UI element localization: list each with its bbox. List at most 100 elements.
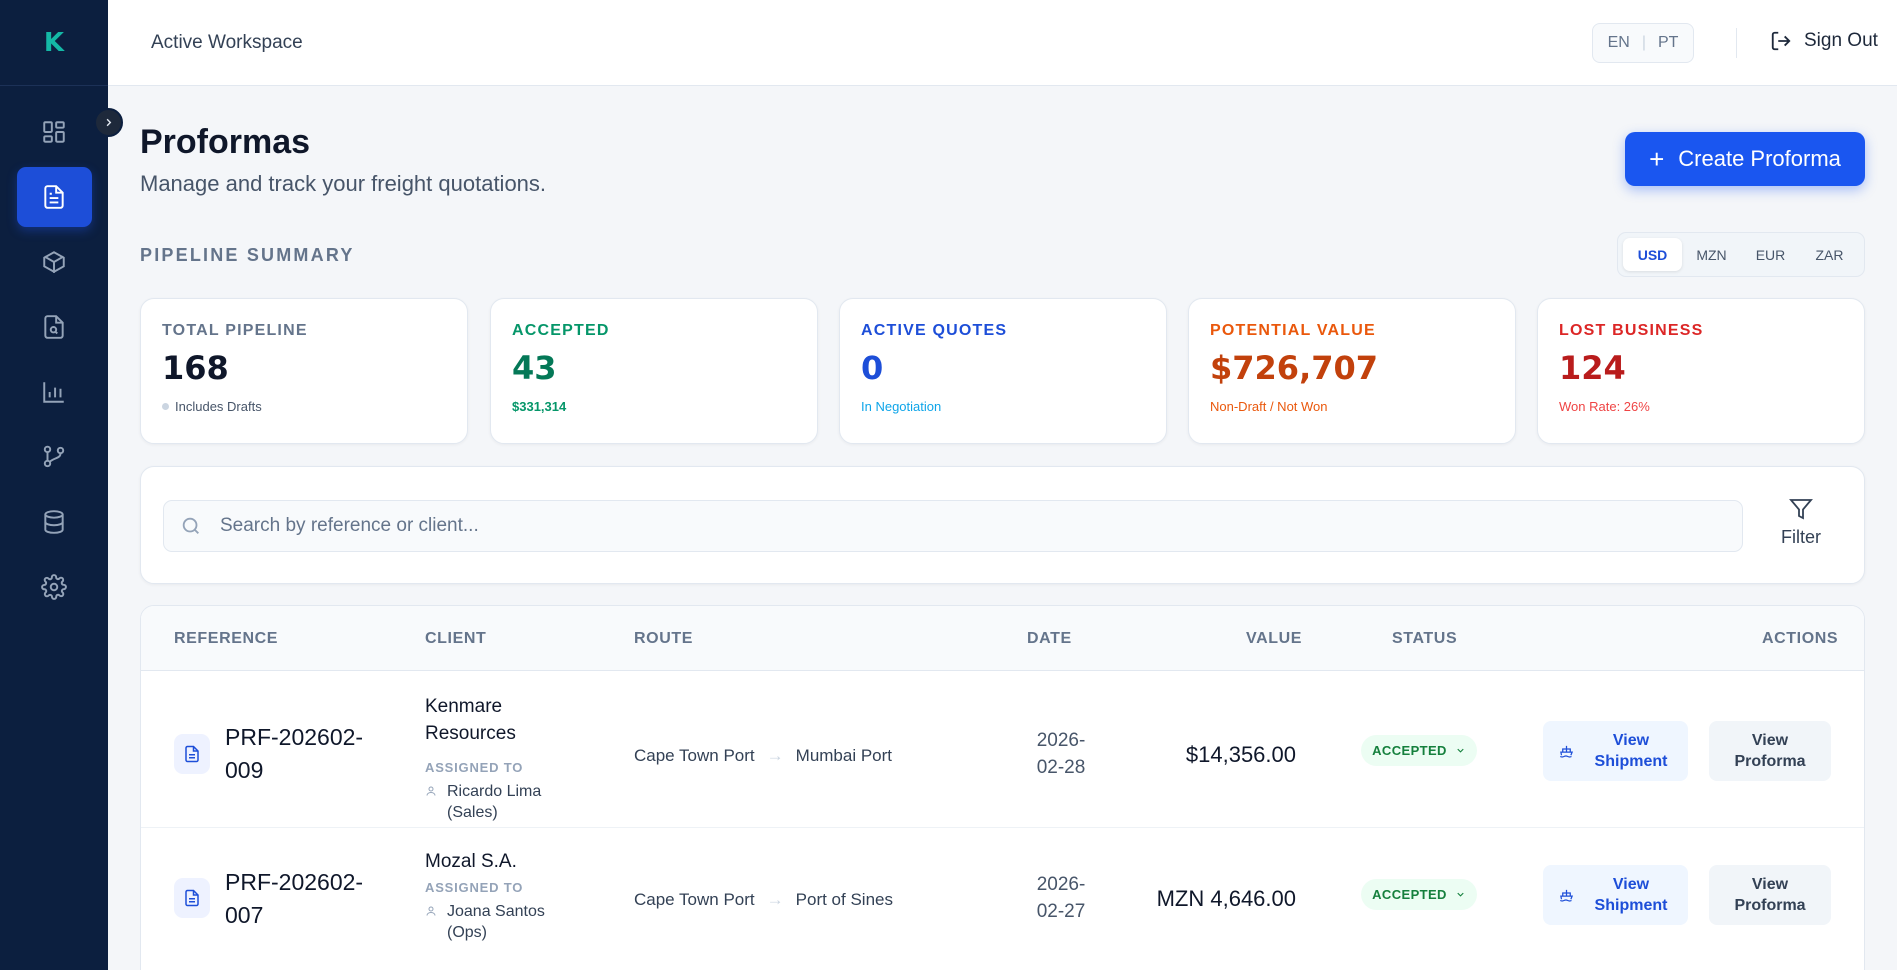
sidebar-item-settings[interactable] [17, 557, 92, 617]
lang-en-option[interactable]: EN [1607, 34, 1630, 51]
sidebar-item-dashboard[interactable] [17, 102, 92, 162]
proforma-value: MZN 4,646.00 [1156, 886, 1296, 911]
view-shipment-button[interactable]: View Shipment [1543, 865, 1688, 925]
column-header-client[interactable]: CLIENT [425, 630, 487, 647]
kpi-subtext-label: $331,314 [512, 399, 567, 414]
kpi-label: ACCEPTED [512, 322, 610, 339]
sign-out-label: Sign Out [1804, 30, 1878, 51]
assigned-to-label: ASSIGNED TO [425, 760, 524, 775]
sidebar-item-reports[interactable] [17, 362, 92, 422]
status-label: ACCEPTED [1372, 743, 1447, 758]
filter-label: Filter [1781, 527, 1821, 547]
view-shipment-line: Shipment [1594, 897, 1668, 914]
sign-out-button[interactable]: Sign Out [1770, 30, 1878, 52]
proforma-reference[interactable]: PRF-202602- 009 [225, 721, 375, 787]
kpi-card-lost-business: LOST BUSINESS 124 Won Rate: 26% [1537, 298, 1865, 444]
currency-mzn[interactable]: MZN [1696, 246, 1727, 263]
logout-icon [1771, 31, 1791, 51]
view-proforma-line: View [1751, 732, 1789, 749]
table-row[interactable]: PRF-202602- 009 Kenmare Resources ASSIGN… [141, 671, 1864, 828]
chevron-down-icon [1457, 892, 1464, 897]
sidebar-item-data[interactable] [17, 492, 92, 552]
kpi-value: 0 [861, 349, 884, 387]
view-proforma-button[interactable]: View Proforma [1709, 721, 1831, 781]
route-destination: Mumbai Port [795, 746, 893, 765]
gear-icon [41, 574, 67, 600]
database-icon [44, 510, 64, 534]
column-header-date[interactable]: DATE [1027, 630, 1072, 647]
chevron-right-icon [106, 118, 112, 127]
sidebar-collapse-button[interactable] [94, 108, 123, 137]
proforma-value: $14,356.00 [1185, 742, 1296, 767]
search-box [163, 500, 1743, 552]
sidebar-item-workflows[interactable] [17, 427, 92, 487]
kpi-subtext: $331,314 [512, 399, 796, 414]
create-proforma-button[interactable]: + Create Proforma [1625, 132, 1865, 186]
filter-icon [1789, 499, 1813, 520]
kpi-card-active-quotes: ACTIVE QUOTES 0 In Negotiation [839, 298, 1167, 444]
dashboard-icon [43, 121, 65, 143]
reference-line: 007 [225, 902, 264, 928]
route-origin: Cape Town Port [634, 890, 755, 909]
view-proforma-button[interactable]: View Proforma [1709, 865, 1831, 925]
filter-button[interactable]: Filter [1781, 497, 1821, 548]
assignee: Joana Santos (Ops) [425, 901, 545, 943]
sidebar-item-shipments[interactable] [17, 232, 92, 292]
proforma-date: 2026- 02-27 [1021, 871, 1101, 925]
currency-zar[interactable]: ZAR [1815, 246, 1844, 263]
column-header-status[interactable]: STATUS [1392, 630, 1458, 647]
search-input[interactable] [220, 515, 1670, 537]
status-badge[interactable]: ACCEPTED [1361, 879, 1477, 910]
assigned-to-label: ASSIGNED TO [425, 880, 524, 895]
kpi-card-potential-value: POTENTIAL VALUE $726,707 Non-Draft / Not… [1188, 298, 1516, 444]
currency-selector: USD MZN EUR ZAR [1617, 232, 1865, 277]
view-shipment-button[interactable]: View Shipment [1543, 721, 1688, 781]
route: Cape Town Port → Mumbai Port [634, 746, 892, 766]
kpi-subtext: Includes Drafts [162, 399, 446, 414]
currency-eur[interactable]: EUR [1755, 246, 1786, 263]
proformas-table: REFERENCE CLIENT ROUTE DATE VALUE STATUS… [140, 605, 1865, 970]
arrow-right-icon: → [766, 746, 784, 765]
kpi-subtext-label: Non-Draft / Not Won [1210, 399, 1328, 414]
currency-usd[interactable]: USD [1623, 238, 1682, 271]
proforma-reference[interactable]: PRF-202602- 007 [225, 866, 375, 932]
sidebar-item-proformas[interactable] [16, 167, 92, 227]
git-branch-icon [43, 445, 65, 468]
kpi-label: POTENTIAL VALUE [1210, 322, 1376, 339]
app-logo[interactable]: K [0, 0, 108, 86]
reference-line: 009 [225, 757, 264, 783]
lang-pt-option[interactable]: PT [1657, 34, 1679, 51]
status-badge[interactable]: ACCEPTED [1361, 735, 1477, 766]
proforma-date: 2026- 02-28 [1021, 727, 1101, 781]
view-shipment-line: View [1612, 876, 1650, 893]
date-line: 2026- [1036, 730, 1086, 751]
view-shipment-line: Shipment [1594, 753, 1668, 770]
plus-icon: + [1649, 143, 1665, 174]
search-panel: Filter [140, 466, 1865, 584]
column-header-value[interactable]: VALUE [1246, 630, 1303, 647]
document-icon [44, 185, 64, 209]
kpi-value: 168 [162, 349, 229, 387]
kpi-subtext-label: In Negotiation [861, 399, 942, 414]
column-header-reference[interactable]: REFERENCE [174, 630, 279, 647]
kpi-card-total-pipeline: TOTAL PIPELINE 168 Includes Drafts [140, 298, 468, 444]
lang-separator: | [1641, 34, 1646, 51]
route: Cape Town Port → Port of Sines [634, 890, 893, 910]
sidebar: K [0, 0, 108, 970]
document-icon [174, 734, 210, 774]
table-row[interactable]: PRF-202602- 007 Mozal S.A. ASSIGNED TO J… [141, 828, 1864, 970]
client-name: Mozal S.A. [425, 848, 545, 875]
sidebar-item-documents[interactable] [17, 297, 92, 357]
language-switcher: EN | PT [1592, 23, 1694, 63]
column-header-route[interactable]: ROUTE [634, 630, 693, 647]
kpi-subtext: In Negotiation [861, 399, 1145, 414]
logo-letter: K [43, 27, 65, 58]
kpi-label: ACTIVE QUOTES [861, 322, 1008, 339]
kpi-value: 43 [512, 349, 557, 387]
date-line: 2026- [1036, 874, 1086, 895]
workspace-name[interactable]: Active Workspace [151, 31, 303, 53]
reference-line: PRF-202602- [225, 869, 364, 895]
user-icon [426, 906, 436, 916]
status-label: ACCEPTED [1372, 887, 1447, 902]
view-proforma-line: Proforma [1734, 753, 1806, 770]
